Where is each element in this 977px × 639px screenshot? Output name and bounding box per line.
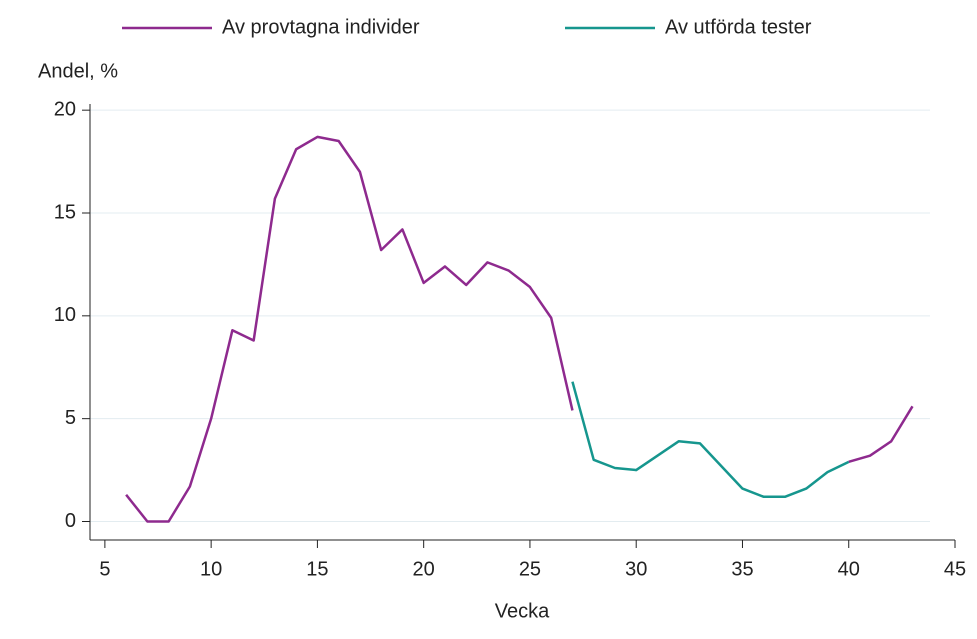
x-tick-label: 5 [99, 558, 110, 580]
y-tick-label: 0 [65, 510, 76, 532]
series-line [125, 135, 914, 523]
x-tick-label: 30 [625, 558, 647, 580]
x-tick-label: 10 [200, 558, 222, 580]
legend-label: Av utförda tester [665, 16, 812, 38]
legend-label: Av provtagna individer [222, 16, 420, 38]
x-tick-label: 35 [731, 558, 753, 580]
y-tick-label: 20 [54, 98, 76, 120]
series-line [571, 381, 850, 499]
x-tick-label: 20 [413, 558, 435, 580]
y-tick-label: 10 [54, 304, 76, 326]
x-tick-label: 45 [944, 558, 966, 580]
x-axis-label: Vecka [495, 600, 550, 622]
y-tick-label: 15 [54, 201, 76, 223]
x-tick-label: 25 [519, 558, 541, 580]
x-tick-label: 15 [306, 558, 328, 580]
y-tick-label: 5 [65, 407, 76, 429]
y-axis-label: Andel, % [38, 60, 118, 82]
x-tick-label: 40 [838, 558, 860, 580]
